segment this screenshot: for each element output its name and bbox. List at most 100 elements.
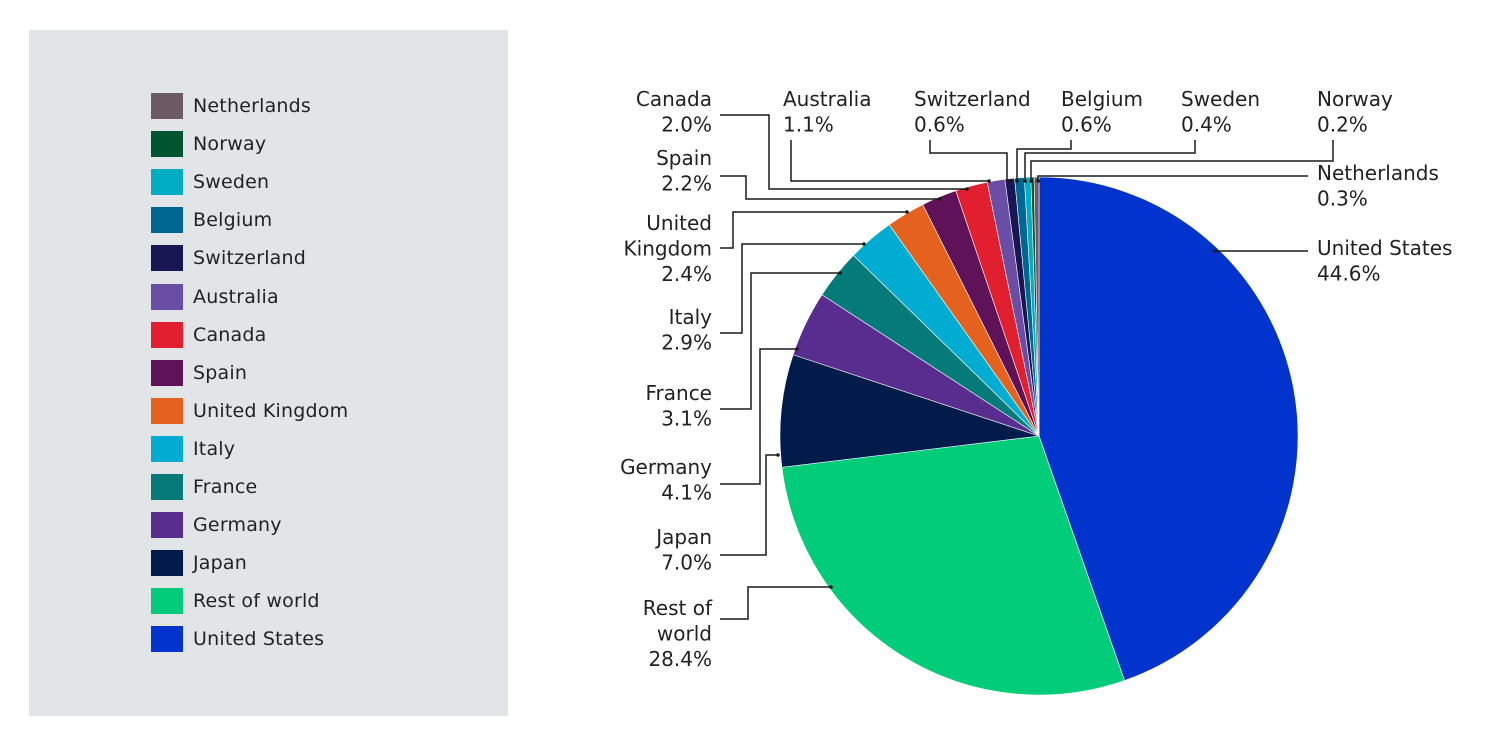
slice-name-sweden: Sweden — [1181, 87, 1260, 111]
legend-item-rest-of-world: Rest of world — [151, 587, 320, 615]
slice-name-rest-of-world: Rest of — [643, 596, 713, 620]
leader-line-canada — [720, 114, 967, 190]
leader-line-rest-of-world — [720, 586, 831, 620]
leader-line-france — [720, 272, 840, 410]
slice-name-rest-of-world: world — [657, 622, 712, 646]
legend-swatch — [151, 512, 183, 539]
slice-value-australia: 1.1% — [783, 113, 834, 137]
legend-item-spain: Spain — [151, 359, 247, 387]
slice-value-netherlands: 0.3% — [1317, 187, 1368, 211]
slice-value-united-states: 44.6% — [1317, 262, 1381, 286]
legend-swatch — [151, 321, 183, 348]
slice-name-norway: Norway — [1317, 87, 1393, 111]
legend-swatch — [151, 626, 183, 653]
legend-swatch — [151, 207, 183, 234]
legend-item-switzerland: Switzerland — [151, 244, 306, 272]
legend-item-japan: Japan — [151, 549, 247, 577]
leader-line-germany — [720, 348, 797, 485]
pie-slices — [779, 176, 1299, 696]
slice-name-spain: Spain — [656, 146, 712, 170]
slice-value-italy: 2.9% — [661, 331, 712, 355]
legend-swatch — [151, 93, 183, 119]
slice-name-italy: Italy — [669, 305, 713, 329]
legend-label: Sweden — [193, 171, 270, 194]
leader-line-japan — [720, 454, 778, 556]
legend-swatch — [151, 435, 183, 462]
pie-slice-united-states — [1038, 176, 1299, 681]
leader-anchor-rest-of-world — [829, 585, 833, 589]
legend-label: Rest of world — [193, 590, 320, 613]
legend-swatch — [151, 283, 183, 310]
leader-line-italy — [720, 243, 864, 334]
slice-name-france: France — [645, 381, 712, 405]
legend-panel: Netherlands Norway Sweden Belgium Switzerlan… — [29, 30, 508, 716]
legend-label: United States — [193, 628, 325, 651]
legend-item-belgium: Belgium — [151, 206, 272, 234]
slice-name-germany: Germany — [620, 455, 712, 479]
leader-anchor-norway — [1029, 179, 1033, 183]
slice-value-belgium: 0.6% — [1061, 113, 1112, 137]
leader-anchor-italy — [862, 242, 866, 246]
legend-label: Spain — [193, 361, 248, 384]
legend-item-united-kingdom: United Kingdom — [151, 397, 348, 425]
leader-anchor-australia — [987, 179, 991, 183]
slice-name-belgium: Belgium — [1061, 87, 1143, 111]
leader-anchor-belgium — [1015, 179, 1019, 183]
legend-label: Japan — [193, 552, 247, 575]
legend-item-canada: Canada — [151, 321, 267, 349]
legend-label: Germany — [193, 514, 282, 537]
slice-value-japan: 7.0% — [661, 551, 712, 575]
pie-slice-rest-of-world — [781, 435, 1125, 696]
legend-label: Belgium — [193, 209, 273, 232]
slice-value-rest-of-world: 28.4% — [648, 647, 712, 671]
legend-swatch — [151, 359, 183, 386]
slice-name-switzerland: Switzerland — [914, 87, 1031, 111]
leader-anchor-united-states — [1213, 249, 1217, 253]
legend-item-france: France — [151, 473, 257, 501]
leader-anchor-canada — [965, 187, 969, 191]
leader-lines — [720, 114, 1334, 620]
legend-swatch — [151, 131, 183, 158]
legend-label: Australia — [193, 285, 279, 308]
leader-line-belgium — [1016, 140, 1072, 181]
legend-item-germany: Germany — [151, 511, 282, 539]
leader-line-switzerland — [929, 140, 1010, 182]
leader-anchor-spain — [938, 197, 942, 201]
legend-label: Netherlands — [193, 95, 312, 117]
legend-item-united-states: United States — [151, 625, 324, 653]
leader-line-sweden — [1024, 140, 1196, 181]
slice-value-norway: 0.2% — [1317, 113, 1368, 137]
slice-name-united-kingdom: United — [646, 211, 712, 235]
slice-value-canada: 2.0% — [661, 113, 712, 137]
slice-value-spain: 2.2% — [661, 172, 712, 196]
legend-item-netherlands: Netherlands — [151, 92, 311, 120]
legend-swatch — [151, 550, 183, 577]
leader-line-united-kingdom — [720, 211, 907, 249]
legend-swatch — [151, 169, 183, 196]
slice-name-united-kingdom: Kingdom — [624, 237, 712, 261]
leader-anchor-germany — [795, 347, 799, 351]
legend-label: Switzerland — [193, 247, 307, 270]
legend-label: Italy — [193, 437, 236, 460]
slice-name-canada: Canada — [636, 87, 712, 111]
leader-anchor-united-kingdom — [905, 210, 909, 214]
leader-anchor-switzerland — [1008, 179, 1012, 183]
legend-label: United Kingdom — [193, 399, 349, 422]
pie-slice-japan — [779, 354, 1040, 468]
leader-line-spain — [720, 175, 940, 200]
leader-anchor-japan — [776, 453, 780, 457]
legend-label: Norway — [193, 133, 267, 156]
legend-swatch — [151, 588, 183, 615]
legend-item-sweden: Sweden — [151, 168, 269, 196]
slice-value-switzerland: 0.6% — [914, 113, 965, 137]
slice-name-united-states: United States — [1317, 236, 1452, 260]
slice-value-united-kingdom: 2.4% — [661, 262, 712, 286]
legend-swatch — [151, 245, 183, 272]
legend-item-italy: Italy — [151, 435, 235, 463]
slice-value-germany: 4.1% — [661, 481, 712, 505]
pie-slice-netherlands — [1033, 176, 1040, 437]
leader-line-australia — [790, 140, 989, 182]
